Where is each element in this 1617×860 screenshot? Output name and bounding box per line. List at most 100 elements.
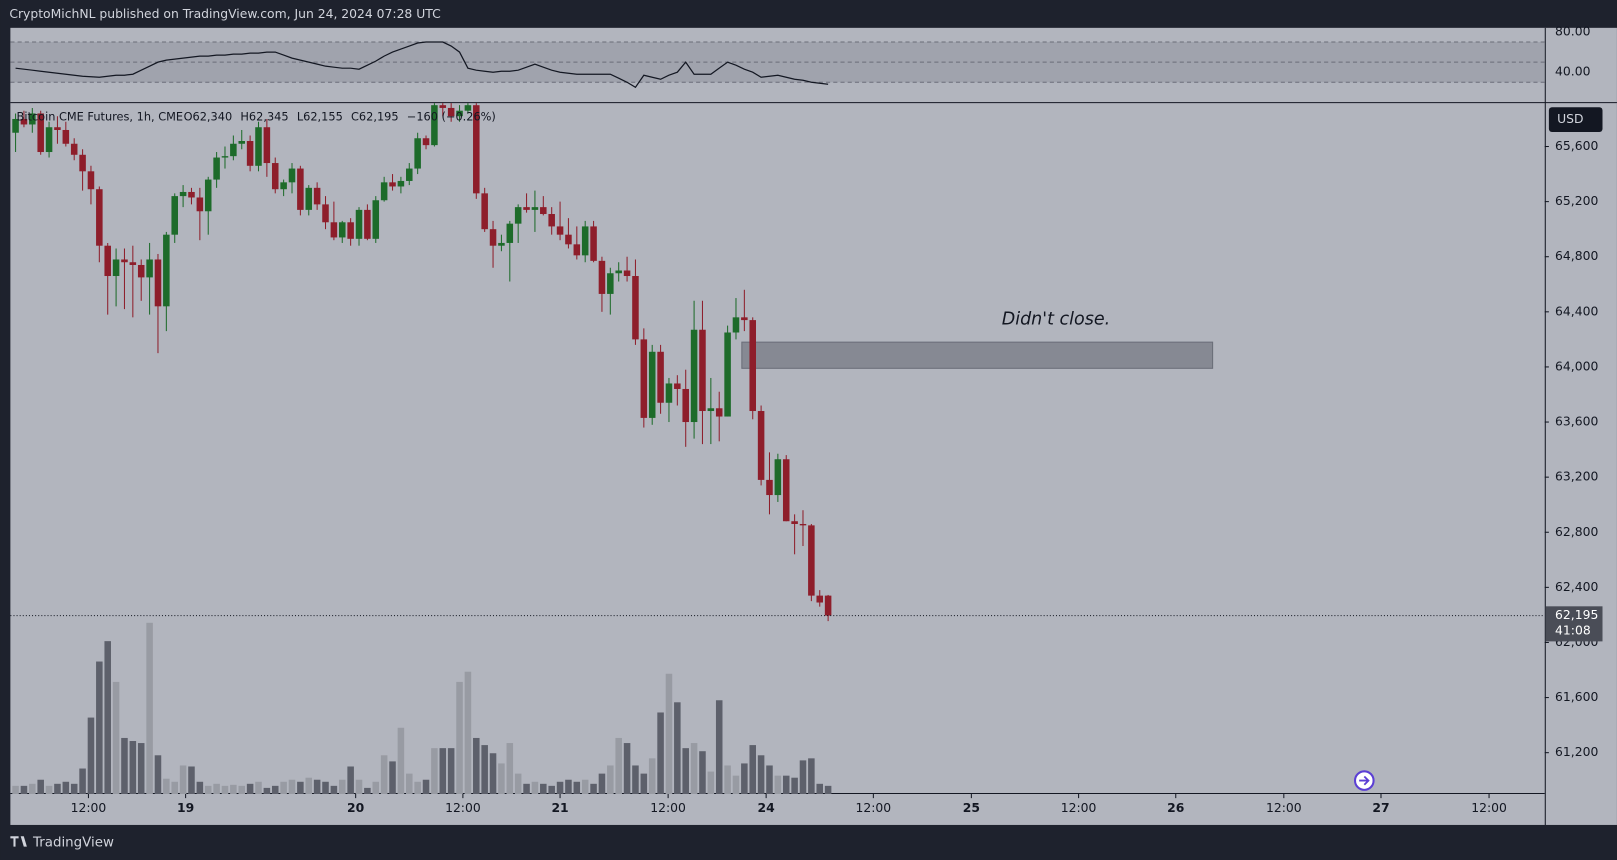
legend-low: L62,155 xyxy=(297,110,343,124)
volume-bar xyxy=(523,783,530,795)
currency-button[interactable] xyxy=(1548,107,1603,132)
volume-bar xyxy=(682,748,689,795)
volume-bar xyxy=(581,779,589,795)
candle-body xyxy=(431,105,438,146)
volume-bar xyxy=(397,727,405,795)
volume-bar xyxy=(799,760,807,795)
volume-bar xyxy=(674,702,681,795)
candle-body xyxy=(590,226,597,261)
footer-brand: TradingView xyxy=(32,835,114,850)
volume-bar xyxy=(37,779,44,795)
candle-body xyxy=(456,110,463,117)
candle-body xyxy=(782,459,790,522)
candle-body xyxy=(540,207,547,215)
candle-body xyxy=(439,105,447,108)
volume-bar xyxy=(489,753,497,795)
candle-body xyxy=(87,171,95,190)
candle-body xyxy=(791,521,798,524)
x-tick-label: 12:00 xyxy=(445,801,481,815)
volume-bar xyxy=(364,787,371,795)
volume-bar xyxy=(230,784,237,795)
candle-body xyxy=(188,191,195,198)
rsi-tick-label: 40.00 xyxy=(1555,65,1591,79)
candle-body xyxy=(464,105,472,111)
volume-bar xyxy=(707,771,715,795)
volume-bar xyxy=(414,781,421,795)
y-tick-label: 64,400 xyxy=(1555,304,1598,318)
x-tick-label: 12:00 xyxy=(1266,801,1302,815)
volume-bar xyxy=(623,743,631,795)
candle-body xyxy=(70,143,78,155)
x-tick-label: 26 xyxy=(1167,801,1184,815)
volume-bar xyxy=(163,778,170,795)
candle-body xyxy=(380,182,388,201)
volume-bar xyxy=(473,737,480,795)
volume-bar xyxy=(372,781,380,795)
volume-bar xyxy=(104,641,111,795)
candle-body xyxy=(246,141,254,166)
volume-bar xyxy=(12,785,19,795)
candle-body xyxy=(531,207,539,210)
candle-body xyxy=(749,320,756,412)
volume-bar xyxy=(431,748,438,795)
y-tick-label: 62,800 xyxy=(1555,525,1598,539)
volume-bar xyxy=(137,743,145,795)
candle-body xyxy=(774,459,782,496)
x-tick-label: 12:00 xyxy=(1061,801,1097,815)
x-tick-label: 25 xyxy=(963,801,980,815)
volume-bar xyxy=(447,748,455,795)
candle-body xyxy=(221,156,229,158)
volume-bar xyxy=(112,681,120,795)
annotation-zone xyxy=(741,341,1214,369)
volume-bar xyxy=(514,773,522,795)
candle-body xyxy=(799,523,807,526)
volume-bar xyxy=(280,781,287,795)
volume-bar xyxy=(590,783,597,795)
candle-body xyxy=(355,209,363,239)
y-tick-label: 62,400 xyxy=(1555,580,1598,594)
candle-body xyxy=(338,222,346,238)
volume-bar xyxy=(422,779,430,795)
volume-bar xyxy=(456,681,463,795)
volume-bar xyxy=(464,671,472,795)
volume-bar xyxy=(196,781,204,795)
volume-bar xyxy=(288,779,296,795)
candle-body xyxy=(648,351,656,418)
volume-bar xyxy=(221,785,229,795)
volume-bar xyxy=(389,761,396,795)
candle-body xyxy=(422,138,430,146)
candle-body xyxy=(297,168,304,210)
candle-body xyxy=(573,244,581,256)
volume-bar xyxy=(271,785,279,795)
volume-bar xyxy=(380,755,388,795)
candle-body xyxy=(347,222,354,239)
volume-bar xyxy=(238,785,246,795)
y-tick-label: 65,600 xyxy=(1555,139,1598,153)
candle-body xyxy=(137,264,145,278)
volume-bar xyxy=(615,737,622,795)
y-tick-label: 63,600 xyxy=(1555,415,1598,429)
candle-body xyxy=(816,595,824,603)
candle-body xyxy=(808,525,815,596)
candle-body xyxy=(37,113,44,153)
volume-bar xyxy=(263,787,271,795)
candle-body xyxy=(163,234,170,307)
candle-body xyxy=(213,157,220,180)
legend-high: H62,345 xyxy=(240,110,288,124)
volume-bar xyxy=(791,777,798,795)
volume-bar xyxy=(665,673,673,795)
y-tick-label: 65,200 xyxy=(1555,194,1598,208)
rsi-tick-label: 80.00 xyxy=(1555,24,1591,38)
y-tick-label: 63,200 xyxy=(1555,470,1598,484)
volume-bar xyxy=(204,785,212,795)
volume-bar xyxy=(724,765,731,795)
volume-bar xyxy=(548,785,555,795)
x-tick-label: 12:00 xyxy=(650,801,686,815)
volume-bar xyxy=(330,785,338,795)
publish-header: CryptoMichNL published on TradingView.co… xyxy=(9,7,440,21)
x-tick-label: 12:00 xyxy=(856,801,892,815)
volume-bar xyxy=(70,783,78,795)
volume-bar xyxy=(305,777,313,795)
y-tick-label: 61,600 xyxy=(1555,690,1598,704)
